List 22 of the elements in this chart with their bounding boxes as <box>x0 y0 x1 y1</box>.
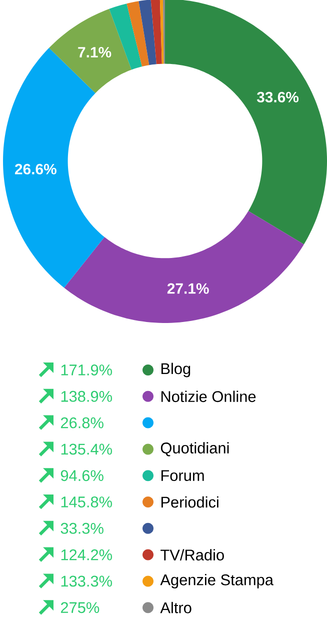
legend-label: TV/Radio <box>160 549 224 560</box>
text: 138.9% <box>61 390 112 402</box>
data-label: 27.1% <box>167 283 209 294</box>
text: 124.2% <box>61 549 112 560</box>
legend-label: Altro <box>160 602 192 614</box>
text: 94.6% <box>60 470 104 482</box>
text: 135.4% <box>61 444 112 455</box>
text: 33.3% <box>60 522 104 534</box>
text: 275% <box>60 602 100 614</box>
legend-label: Forum <box>161 470 204 481</box>
text: 26.8% <box>60 417 104 428</box>
text: 145.8% <box>61 496 112 508</box>
text: 133.3% <box>61 576 112 587</box>
data-label: 33.6% <box>256 92 299 102</box>
legend-label: Periodici <box>161 496 218 508</box>
legend-label: Agenzie Stampa <box>160 574 274 588</box>
data-label: 26.6% <box>14 164 56 174</box>
data-label: 7.1% <box>78 46 112 58</box>
text: 171.9% <box>61 364 112 376</box>
legend-label: Quotidiani <box>160 442 229 456</box>
legend-label: Blog <box>161 362 190 378</box>
legend-label: Notizie Online <box>161 390 256 402</box>
